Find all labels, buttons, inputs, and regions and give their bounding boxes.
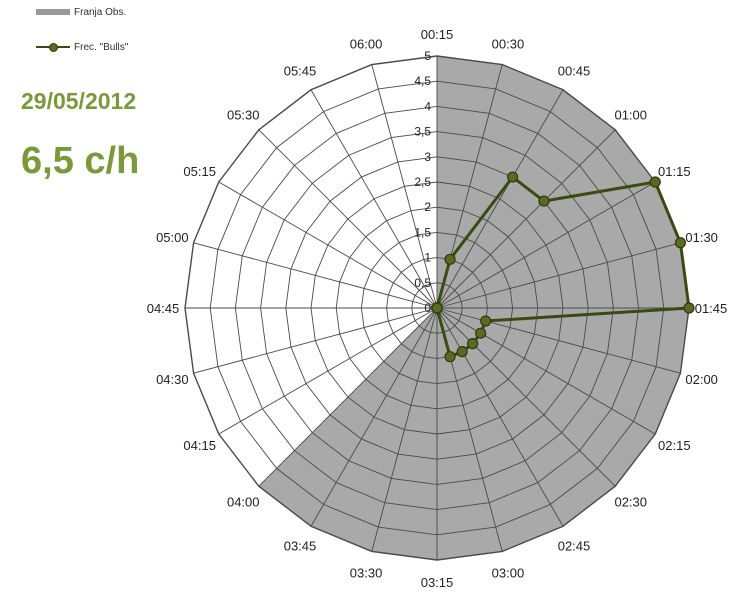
series-point <box>506 171 519 183</box>
category-label: 01:30 <box>685 230 718 245</box>
category-label: 01:00 <box>614 107 647 122</box>
category-label: 04:15 <box>183 438 216 453</box>
radial-tick-label: 4 <box>424 99 431 113</box>
series-point <box>480 315 492 327</box>
grid-spoke <box>193 242 438 309</box>
observation-date: 29/05/2012 <box>21 88 137 114</box>
grid-spoke <box>218 307 438 435</box>
grid-spoke <box>436 307 616 487</box>
series-point <box>456 346 468 358</box>
grid-spoke <box>436 307 681 374</box>
category-label: 04:45 <box>147 301 180 316</box>
grid-spoke <box>218 181 438 309</box>
radial-tick-label: 0 <box>424 301 431 315</box>
grid-spoke <box>258 307 438 487</box>
radial-tick-label: 4,5 <box>414 74 431 88</box>
series-point <box>431 302 443 314</box>
legend-label-observation-band: Franja Obs. <box>74 6 127 18</box>
category-label: 00:30 <box>492 36 525 51</box>
radial-tick-label: 1,5 <box>414 225 431 239</box>
category-label: 04:00 <box>227 495 260 510</box>
observation-band-swatch <box>36 9 70 15</box>
radial-tick-label: 1 <box>424 251 431 265</box>
category-label: 02:45 <box>558 538 591 553</box>
grid-spoke <box>371 307 438 552</box>
category-label: 01:45 <box>695 301 728 316</box>
grid-spoke <box>258 129 438 309</box>
series-swatch <box>36 43 70 52</box>
series-marker-swatch <box>49 43 58 52</box>
series-point <box>467 338 479 350</box>
call-rate: 6,5 c/h <box>21 140 140 182</box>
grid-spoke <box>436 307 656 435</box>
grid-spoke <box>436 242 681 309</box>
grid-spoke <box>436 181 656 309</box>
series-layer <box>431 171 695 363</box>
category-label: 04:30 <box>156 372 189 387</box>
label-layer: 0 0,5 1 1,5 2 2,5 3 3,5 4 4,5 5 00:15 00:30 00:45 01:0… <box>147 27 728 590</box>
category-label: 03:00 <box>492 566 525 581</box>
category-label: 03:45 <box>284 538 317 553</box>
legend: Franja Obs. Frec. "Bulls" <box>36 4 128 74</box>
category-label: 02:15 <box>658 438 691 453</box>
category-label: 05:15 <box>183 164 216 179</box>
grid-spoke <box>310 89 438 309</box>
grid-spoke <box>436 307 564 527</box>
grid-spoke <box>371 64 438 309</box>
category-label: 05:30 <box>227 107 260 122</box>
radial-tick-label: 3 <box>424 150 431 164</box>
category-label: 00:15 <box>421 27 454 42</box>
grid-spoke <box>436 129 616 309</box>
series-point <box>649 176 661 188</box>
legend-item-observation-band: Franja Obs. <box>36 4 128 20</box>
grid-spoke <box>310 307 438 527</box>
legend-label-series: Frec. "Bulls" <box>74 41 129 53</box>
category-label: 02:00 <box>685 372 718 387</box>
category-label: 03:15 <box>421 575 454 590</box>
category-label: 05:45 <box>284 64 317 79</box>
series-point <box>683 302 695 314</box>
category-label: 02:30 <box>614 495 647 510</box>
series-point <box>444 253 456 265</box>
series-point <box>674 237 687 249</box>
series-point <box>444 351 456 363</box>
grid-spoke <box>193 307 438 374</box>
category-label: 01:15 <box>658 164 691 179</box>
category-label: 05:00 <box>156 230 189 245</box>
radial-tick-label: 5 <box>424 49 431 63</box>
category-label: 03:30 <box>350 566 383 581</box>
legend-item-series: Frec. "Bulls" <box>36 39 128 55</box>
series-point <box>475 327 487 339</box>
category-label: 06:00 <box>350 36 383 51</box>
grid-spoke <box>436 89 564 309</box>
radial-tick-label: 0,5 <box>414 276 431 290</box>
category-label: 00:45 <box>558 64 591 79</box>
radial-tick-label: 2,5 <box>414 175 431 189</box>
radial-tick-label: 3,5 <box>414 125 431 139</box>
radial-tick-label: 2 <box>424 200 431 214</box>
series-point <box>538 195 550 207</box>
